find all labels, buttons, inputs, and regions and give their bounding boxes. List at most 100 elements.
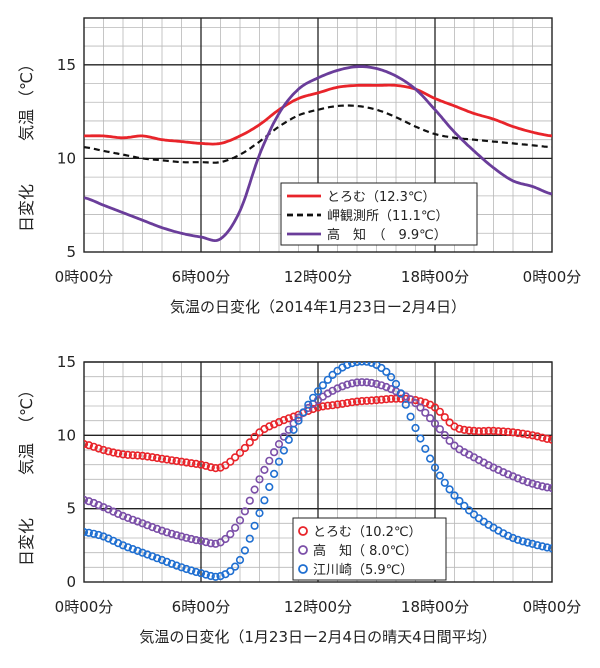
data-point <box>187 566 196 575</box>
y-axis-label-part: （℃） <box>17 56 36 106</box>
data-point <box>542 543 552 552</box>
data-point <box>192 567 201 577</box>
data-point <box>162 557 171 567</box>
data-point <box>187 534 196 544</box>
y-axis-label-part: 気温 <box>17 443 36 475</box>
y-axis-label-part: 日変化 <box>17 184 36 232</box>
data-point <box>338 399 347 408</box>
series-1 <box>84 394 552 473</box>
legend-marker <box>298 526 308 536</box>
data-point <box>84 441 93 450</box>
data-point <box>118 450 128 459</box>
data-point <box>421 444 430 453</box>
data-point <box>138 451 147 461</box>
data-point <box>401 400 410 409</box>
data-point <box>99 445 108 455</box>
data-point <box>528 431 537 440</box>
data-point <box>518 429 527 438</box>
data-point <box>333 400 342 409</box>
y-tick-label: 10 <box>57 426 76 444</box>
data-point <box>348 362 357 368</box>
data-point <box>226 567 235 576</box>
data-point <box>148 453 157 462</box>
data-point <box>240 507 249 516</box>
data-point <box>270 469 279 479</box>
chart-1: 5 10 15 0時00分 6時00分 12時00分 18時00分 0時00分 日変化 気温 （℃）… <box>17 17 582 316</box>
data-point <box>460 425 469 435</box>
data-point <box>182 564 191 574</box>
data-point <box>294 416 303 425</box>
data-point <box>265 482 274 492</box>
data-point <box>372 396 381 405</box>
y-tick-label: 10 <box>57 149 76 167</box>
data-point <box>426 454 435 463</box>
data-point <box>528 539 537 549</box>
chart-2: 0 5 10 15 0時00分 6時00分 12時00分 18時00分 0時00分 日変化 気温 （℃… <box>17 353 581 646</box>
data-point <box>196 460 206 469</box>
data-point <box>538 433 547 442</box>
data-point <box>211 464 220 473</box>
x-tick-label: 18時00分 <box>401 268 469 286</box>
data-point <box>391 394 401 403</box>
data-point <box>279 416 289 425</box>
data-point <box>167 559 176 568</box>
y-axis-label-part: 気温 <box>17 109 36 141</box>
data-point <box>479 427 488 436</box>
data-point <box>421 408 430 417</box>
data-point <box>99 532 108 541</box>
data-point <box>377 395 386 404</box>
data-point <box>377 381 386 390</box>
data-point <box>406 412 415 421</box>
series-line <box>84 104 552 164</box>
data-point <box>153 524 162 534</box>
legend-marker <box>298 545 308 555</box>
data-point <box>172 531 181 540</box>
data-point <box>284 435 293 444</box>
data-point <box>318 402 328 411</box>
data-point <box>265 422 274 431</box>
data-point <box>89 442 98 451</box>
data-point <box>533 541 542 550</box>
x-tick-label: 6時00分 <box>172 268 231 286</box>
data-point <box>240 546 249 555</box>
data-point <box>94 444 103 453</box>
data-point <box>396 389 406 398</box>
data-point <box>260 465 269 475</box>
data-point <box>143 521 152 530</box>
data-point <box>84 495 89 504</box>
data-point <box>523 430 532 439</box>
x-tick-label: 12時00分 <box>284 268 352 286</box>
data-point <box>177 457 186 466</box>
data-point <box>411 423 420 433</box>
data-point <box>499 427 508 436</box>
data-point <box>547 544 552 553</box>
data-point <box>382 367 391 377</box>
x-tick-label: 0時00分 <box>523 268 582 286</box>
data-point <box>523 538 532 547</box>
data-point <box>445 418 454 427</box>
data-point <box>84 528 93 537</box>
data-point <box>508 533 518 543</box>
series-2 <box>84 104 552 164</box>
data-point <box>542 434 552 444</box>
data-point <box>430 419 440 428</box>
data-point <box>435 407 445 416</box>
data-point <box>362 378 371 387</box>
data-point <box>382 382 391 392</box>
legend: とろむ（10.2℃） 高 知（ 8.0℃） 江川崎（5.9℃） <box>292 517 447 581</box>
legend-marker <box>298 564 308 574</box>
data-point <box>143 550 152 559</box>
data-point <box>274 418 284 427</box>
data-point <box>323 375 332 384</box>
data-point <box>411 396 420 405</box>
data-point <box>387 373 396 382</box>
data-point <box>440 413 449 422</box>
data-point <box>508 428 518 437</box>
data-point <box>167 529 176 538</box>
series-3 <box>84 65 552 242</box>
data-point <box>523 478 532 487</box>
data-point <box>435 425 445 434</box>
data-point <box>84 528 89 537</box>
data-point <box>508 472 518 481</box>
